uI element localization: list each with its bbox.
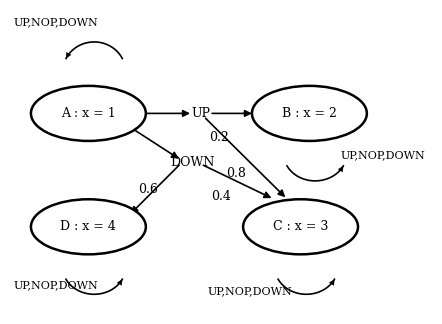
Text: D : x = 4: D : x = 4 [61,220,116,233]
Text: UP: UP [192,107,210,120]
FancyArrowPatch shape [132,165,179,213]
Text: 0.6: 0.6 [138,183,158,196]
Text: UP,NOP,DOWN: UP,NOP,DOWN [13,18,98,28]
Text: C : x = 3: C : x = 3 [273,220,328,233]
FancyArrowPatch shape [212,110,250,116]
Text: UP,NOP,DOWN: UP,NOP,DOWN [340,151,425,160]
Text: 0.4: 0.4 [211,190,231,202]
Text: UP,NOP,DOWN: UP,NOP,DOWN [208,287,293,296]
Ellipse shape [31,86,146,141]
Ellipse shape [31,199,146,254]
FancyArrowPatch shape [134,130,177,158]
Ellipse shape [252,86,367,141]
FancyArrowPatch shape [203,165,270,197]
Text: 0.8: 0.8 [227,167,246,180]
Text: A : x = 1: A : x = 1 [61,107,116,120]
Text: DOWN: DOWN [170,156,214,168]
FancyArrowPatch shape [146,110,188,116]
Text: UP,NOP,DOWN: UP,NOP,DOWN [13,280,98,290]
FancyArrowPatch shape [206,118,284,196]
Ellipse shape [243,199,358,254]
Text: 0.2: 0.2 [209,131,229,144]
Text: B : x = 2: B : x = 2 [282,107,337,120]
